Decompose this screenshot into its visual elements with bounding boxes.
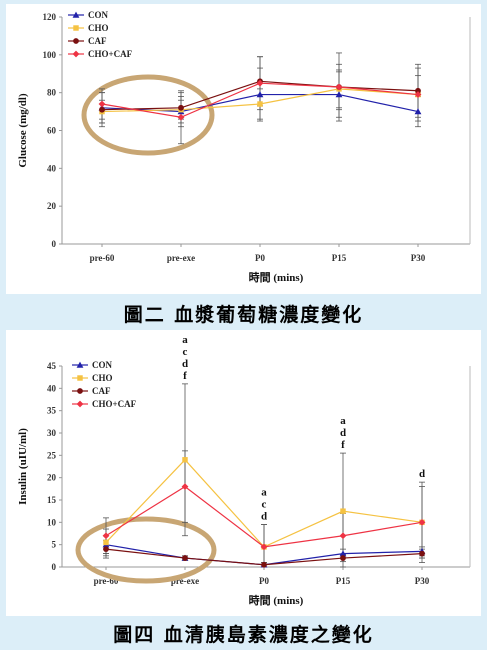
glucose-point-caf [415, 87, 421, 94]
insulin-legend-label-cho-caf: CHO+CAF [92, 399, 137, 409]
glucose-legend-label-cho: CHO [88, 23, 109, 33]
glucose-point-cho-caf [177, 113, 185, 121]
insulin-significance-letter: d [419, 468, 425, 480]
insulin-chart-panel: 0 5 10 15 20 25 30 35 40 45 pre-60 pre-exe P0 P15 P30 時… [6, 330, 481, 616]
insulin-point-caf [261, 561, 267, 568]
insulin-y-tick-label: 35 [47, 406, 57, 416]
glucose-legend-marker-con [72, 11, 80, 18]
glucose-point-con [335, 91, 343, 98]
insulin-point-con [339, 550, 347, 557]
insulin-x-axis-title: 時間 (mins) [249, 593, 304, 607]
glucose-legend-label-caf: CAF [88, 36, 107, 46]
glucose-x-tick-label: pre-60 [90, 253, 115, 263]
insulin-point-cho [103, 539, 109, 546]
insulin-y-tick-label: 5 [52, 540, 57, 550]
insulin-significance-letter: c [183, 346, 188, 358]
insulin-y-tick-label: 20 [47, 473, 57, 483]
glucose-point-cho-caf [414, 91, 422, 98]
insulin-significance-letter: a [340, 415, 346, 427]
insulin-legend-label-cho: CHO [92, 373, 113, 383]
insulin-y-tick-label: 25 [47, 450, 57, 460]
insulin-y-tick-label: 15 [47, 495, 57, 505]
glucose-point-con [256, 91, 264, 98]
insulin-legend-label-caf: CAF [92, 386, 111, 396]
glucose-chart-panel: 0 20 40 60 80 100 120 pre-60 pre-exe P0 P15 P30 時間 (… [6, 4, 481, 294]
insulin-y-tick-label: 0 [52, 562, 57, 572]
insulin-y-tick-label: 10 [47, 517, 57, 527]
insulin-significance-letter: d [182, 358, 188, 370]
glucose-y-tick-label: 80 [47, 88, 57, 98]
glucose-y-tick-label: 100 [43, 50, 57, 60]
glucose-legend-label-con: CON [88, 10, 109, 20]
insulin-highlight-circle [75, 516, 217, 584]
insulin-legend-marker-cho [77, 375, 83, 381]
glucose-legend-label-cho-caf: CHO+CAF [88, 49, 133, 59]
insulin-legend-marker-caf [77, 388, 83, 394]
glucose-point-cho-caf [335, 83, 343, 91]
glucose-point-cho-caf [98, 100, 106, 108]
insulin-point-cho-caf [339, 532, 347, 540]
glucose-y-tick-label: 40 [47, 163, 57, 173]
insulin-significance-letter: a [182, 334, 188, 346]
glucose-chart: 0 20 40 60 80 100 120 pre-60 pre-exe P0 P15 P30 時間 (… [17, 10, 471, 284]
insulin-point-cho [182, 457, 188, 463]
glucose-y-tick-label: 20 [47, 201, 57, 211]
insulin-significance-letter: d [261, 511, 267, 523]
insulin-x-tick-label: P0 [259, 576, 269, 586]
glucose-point-caf [178, 104, 184, 111]
insulin-point-cho-caf [181, 483, 189, 490]
insulin-significance-letter: f [341, 439, 345, 451]
insulin-x-tick-label: P30 [415, 576, 430, 586]
insulin-chart: 0 5 10 15 20 25 30 35 40 45 pre-60 pre-exe P0 P15 P30 時… [17, 334, 471, 607]
glucose-x-axis-title: 時間 (mins) [249, 270, 304, 284]
insulin-significance-letter: d [340, 427, 346, 439]
insulin-y-tick-label: 45 [47, 361, 57, 371]
glucose-legend-marker-cho [73, 25, 79, 31]
insulin-point-caf [340, 555, 346, 561]
insulin-x-tick-label: P15 [336, 576, 351, 586]
glucose-y-tick-label: 60 [47, 126, 57, 136]
glucose-y-tick-label: 120 [43, 12, 57, 22]
glucose-chart-caption: 圖二 血漿葡萄糖濃度變化 [123, 304, 364, 326]
insulin-significance-letter: c [262, 499, 267, 511]
glucose-y-tick-label: 0 [52, 239, 57, 249]
insulin-point-cho-caf [102, 532, 110, 540]
insulin-x-tick-label: pre-60 [94, 576, 119, 586]
glucose-x-tick-label: P30 [411, 253, 426, 263]
insulin-legend-marker-con [76, 361, 84, 368]
glucose-point-cho [257, 101, 263, 107]
insulin-point-caf [182, 555, 188, 561]
glucose-x-tick-label: P0 [255, 253, 265, 263]
glucose-highlight-circle [81, 74, 215, 156]
glucose-legend-marker-caf [73, 38, 79, 44]
insulin-point-caf [419, 550, 425, 557]
insulin-y-tick-label: 30 [47, 428, 57, 438]
insulin-point-cho [340, 508, 346, 514]
insulin-legend-label-con: CON [92, 360, 113, 370]
insulin-point-cho-caf [418, 518, 426, 526]
insulin-significance-letter: a [261, 487, 267, 499]
insulin-y-axis-title: Insulin (uIU/ml) [17, 428, 29, 505]
insulin-significance-letter: f [183, 370, 187, 382]
insulin-point-cho-caf [260, 543, 268, 551]
glucose-x-tick-label: pre-exe [167, 253, 195, 263]
insulin-point-caf [103, 546, 109, 553]
glucose-legend-marker-cho-caf [72, 50, 80, 58]
insulin-legend-marker-cho-caf [76, 400, 84, 408]
glucose-y-axis-title: Glucose (mg/dl) [17, 93, 29, 168]
glucose-point-caf [99, 106, 105, 113]
insulin-chart-caption: 圖四 血清胰島素濃度之變化 [113, 624, 374, 646]
glucose-x-tick-label: P15 [332, 253, 347, 263]
glucose-point-con [414, 108, 422, 115]
insulin-x-tick-label: pre-exe [171, 576, 199, 586]
insulin-y-tick-label: 40 [47, 383, 57, 393]
